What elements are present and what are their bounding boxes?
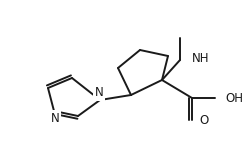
Text: O: O (199, 114, 208, 127)
Text: NH: NH (192, 52, 210, 66)
Text: OH: OH (225, 92, 243, 104)
Text: N: N (51, 112, 59, 124)
Text: N: N (95, 87, 103, 99)
